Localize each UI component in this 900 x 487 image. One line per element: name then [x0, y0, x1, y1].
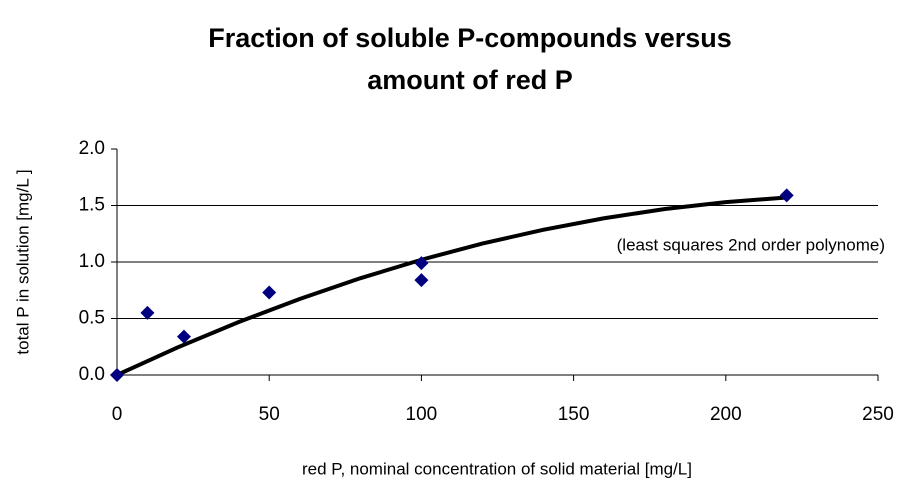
y-tick-label: 1.5: [79, 195, 105, 216]
data-point: [176, 329, 191, 344]
x-tick-label: 100: [406, 404, 438, 425]
data-point: [414, 256, 429, 271]
x-tick-label: 250: [862, 404, 894, 425]
data-point: [779, 188, 794, 203]
x-tick-label: 0: [112, 404, 123, 425]
y-tick-label: 0.5: [79, 308, 105, 329]
y-tick-label: 2.0: [79, 138, 105, 159]
y-tick-label: 0.0: [79, 364, 105, 385]
x-tick-label: 50: [259, 404, 280, 425]
x-tick-label: 200: [710, 404, 742, 425]
data-point: [110, 368, 124, 382]
y-tick-label: 1.0: [79, 251, 105, 272]
data-point: [140, 305, 155, 320]
chart-title: Fraction of soluble P-compounds versus: [208, 23, 732, 53]
annotation: (least squares 2nd order polynome): [617, 235, 885, 254]
chart-title: amount of red P: [367, 65, 573, 95]
y-axis-label: total P in solution [mg/L ]: [13, 169, 32, 354]
x-axis-label: red P, nominal concentration of solid ma…: [302, 459, 692, 478]
data-point: [414, 273, 429, 288]
data-point: [262, 285, 277, 300]
trendline: [116, 195, 787, 377]
x-tick-label: 150: [558, 404, 590, 425]
